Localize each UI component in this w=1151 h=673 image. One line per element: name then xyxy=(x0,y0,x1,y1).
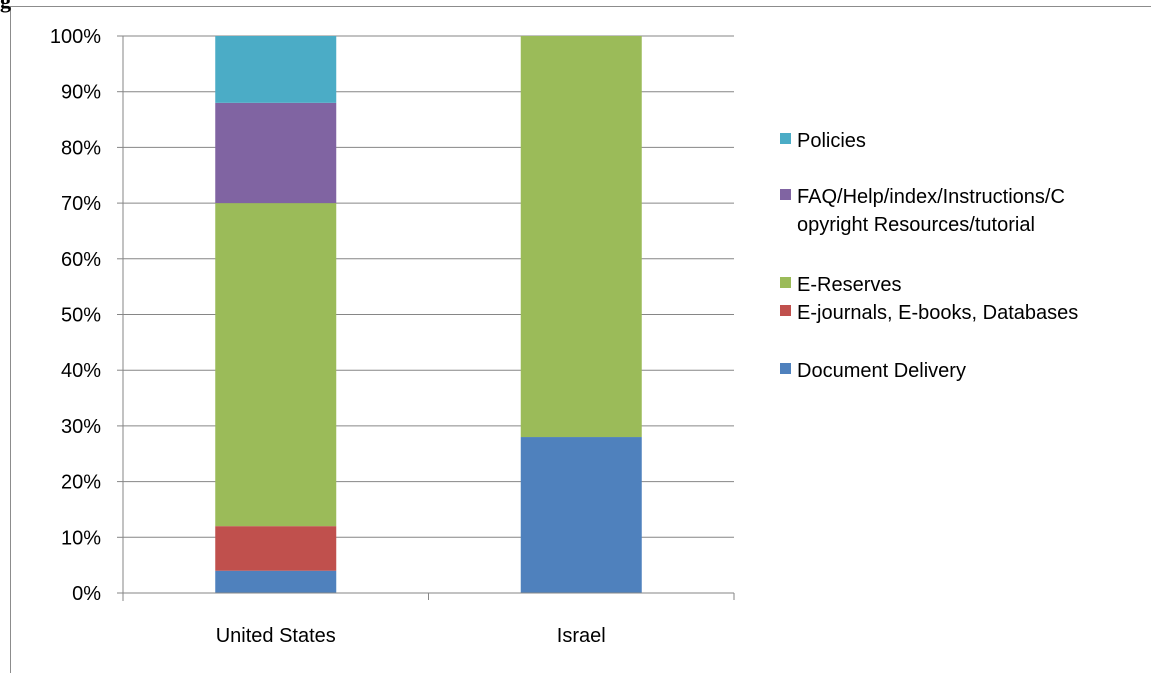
x-axis: United States Israel xyxy=(122,592,735,647)
bar-segment xyxy=(520,437,642,593)
legend-label: E-journals, E-books, Databases xyxy=(797,302,1078,324)
legend-swatch xyxy=(780,363,791,374)
bar-segment xyxy=(215,36,337,103)
y-tick-label: 80% xyxy=(61,137,101,159)
legend-swatch xyxy=(780,189,791,200)
bar-segment xyxy=(215,526,337,571)
y-tick-label: 60% xyxy=(61,249,101,271)
bar-segment xyxy=(215,570,337,593)
y-tick-label: 40% xyxy=(61,360,101,382)
y-tick-label: 20% xyxy=(61,472,101,494)
gridlines xyxy=(123,35,734,594)
legend: Policies FAQ/Help/index/Instructions/C opy… xyxy=(780,130,1078,382)
y-tick-label: 70% xyxy=(61,193,101,215)
y-tick-label: 100% xyxy=(50,26,101,48)
cropped-heading-text: g xyxy=(0,0,11,13)
y-tick-label: 0% xyxy=(72,583,101,605)
bar-segment xyxy=(215,203,337,527)
legend-label: Document Delivery xyxy=(797,360,966,382)
chart-frame-left-border xyxy=(10,6,11,673)
y-tick-label: 90% xyxy=(61,82,101,104)
y-axis: 0% 10% 20% 30% 40% 50% 60% 70% 80% 90% 100% xyxy=(50,26,124,605)
y-tick-label: 10% xyxy=(61,527,101,549)
x-category-label: Israel xyxy=(557,625,606,647)
y-tick-label: 30% xyxy=(61,416,101,438)
chart-frame-top-border xyxy=(10,6,1151,7)
legend-label: FAQ/Help/index/Instructions/C xyxy=(797,186,1065,208)
legend-label: E-Reserves xyxy=(797,274,901,296)
legend-label: Policies xyxy=(797,130,866,152)
legend-swatch xyxy=(780,277,791,288)
legend-swatch xyxy=(780,305,791,316)
legend-label: opyright Resources/tutorial xyxy=(797,214,1035,236)
y-tick-label: 50% xyxy=(61,305,101,327)
x-category-label: United States xyxy=(216,625,336,647)
legend-swatch xyxy=(780,133,791,144)
bars xyxy=(215,36,642,593)
bar-segment xyxy=(520,36,642,438)
bar-segment xyxy=(215,102,337,204)
